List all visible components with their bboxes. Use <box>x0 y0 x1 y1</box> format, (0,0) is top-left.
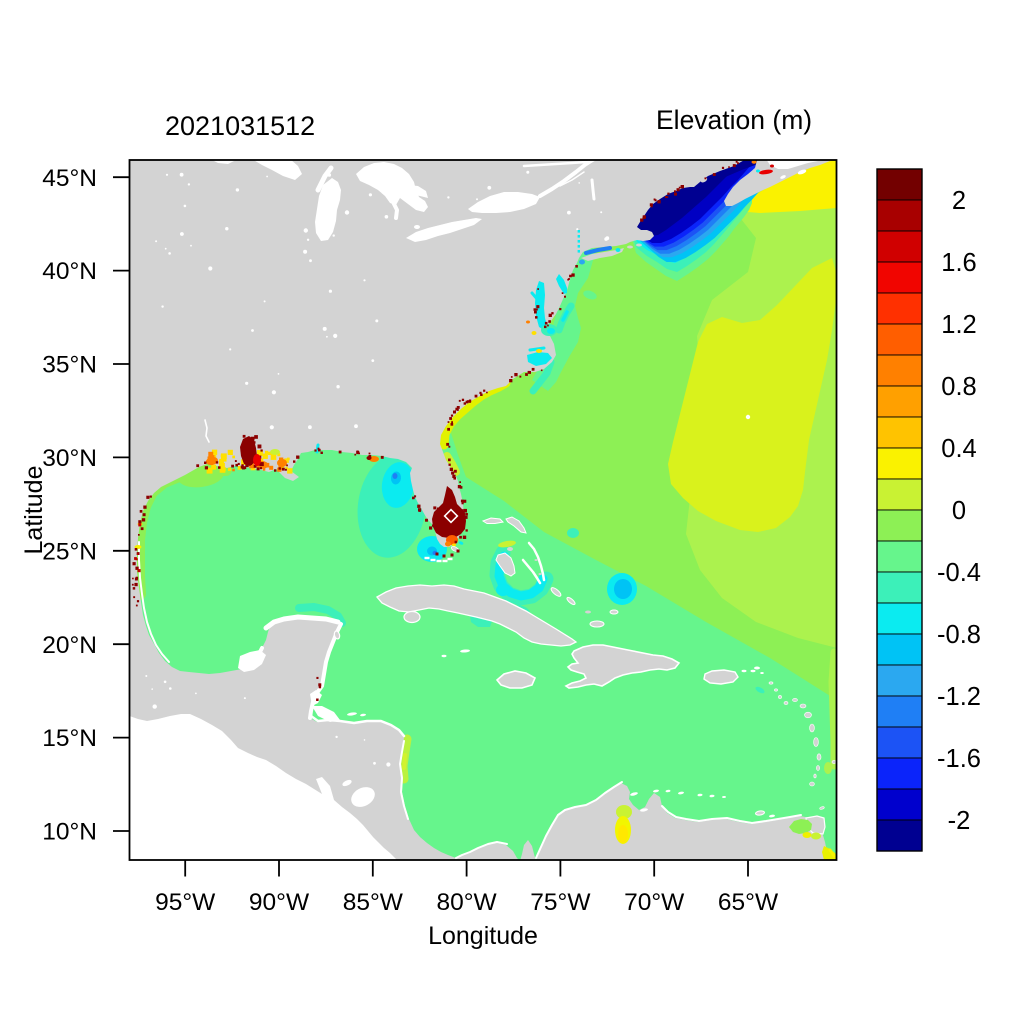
svg-text:-1.2: -1.2 <box>937 683 981 711</box>
svg-text:Elevation (m): Elevation (m) <box>656 105 812 135</box>
svg-text:-1.6: -1.6 <box>937 745 981 773</box>
svg-text:0: 0 <box>952 497 966 525</box>
svg-text:65°W: 65°W <box>718 889 779 916</box>
svg-text:-0.4: -0.4 <box>937 559 981 587</box>
svg-text:15°N: 15°N <box>42 725 97 752</box>
svg-text:30°N: 30°N <box>42 445 97 472</box>
svg-text:2021031512: 2021031512 <box>165 111 315 141</box>
svg-text:35°N: 35°N <box>42 352 97 379</box>
svg-text:75°W: 75°W <box>530 889 591 916</box>
svg-text:80°W: 80°W <box>437 889 498 916</box>
svg-text:Latitude: Latitude <box>20 466 48 555</box>
svg-text:90°W: 90°W <box>249 889 310 916</box>
svg-text:10°N: 10°N <box>42 819 97 846</box>
svg-text:70°W: 70°W <box>624 889 685 916</box>
svg-text:20°N: 20°N <box>42 632 97 659</box>
svg-text:95°W: 95°W <box>155 889 216 916</box>
svg-text:40°N: 40°N <box>42 258 97 285</box>
svg-text:85°W: 85°W <box>343 889 404 916</box>
svg-text:-0.8: -0.8 <box>937 621 981 649</box>
svg-text:Longitude: Longitude <box>428 922 538 950</box>
svg-text:1.2: 1.2 <box>941 311 976 339</box>
svg-text:0.8: 0.8 <box>941 373 976 401</box>
svg-text:25°N: 25°N <box>42 538 97 565</box>
svg-text:2: 2 <box>952 187 966 215</box>
svg-text:-2: -2 <box>948 807 971 835</box>
svg-text:1.6: 1.6 <box>941 249 976 277</box>
svg-text:0.4: 0.4 <box>941 435 976 463</box>
svg-text:45°N: 45°N <box>42 165 97 192</box>
